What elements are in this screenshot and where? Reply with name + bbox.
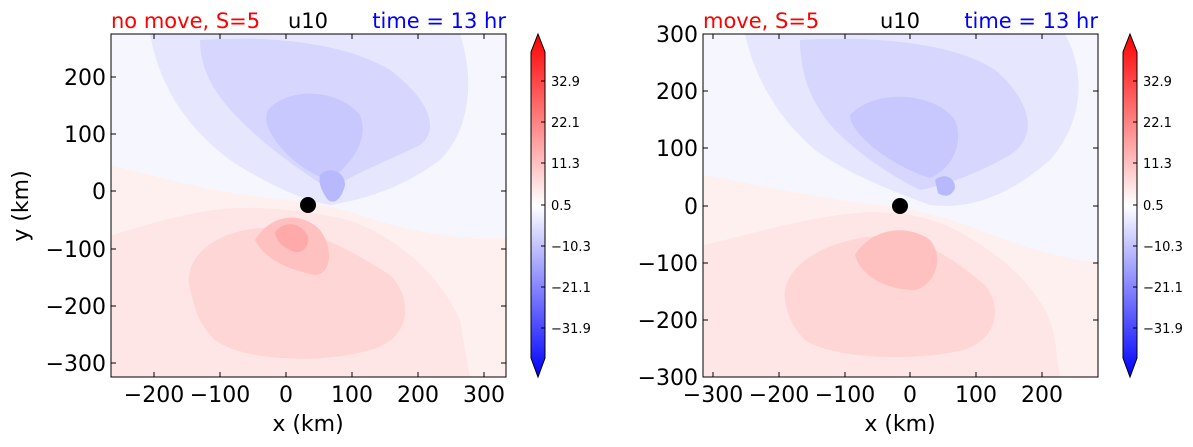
colorbar-tick-label: 11.3 (551, 157, 580, 172)
contour-field (703, 34, 1098, 377)
colorbar: 32.9 22.1 11.3 0.5 −10.3 −21.1 −31.9 (1122, 32, 1183, 379)
y-tick-labels: −300 −200 −100 0 100 200 (46, 66, 106, 377)
negative-region-peak (319, 170, 345, 202)
colorbar-tick-label: 22.1 (551, 116, 580, 131)
x-tick-label: −300 (683, 383, 743, 408)
colorbar-body (530, 32, 546, 379)
colorbar: 32.9 22.1 11.3 0.5 −10.3 −21.1 −31.9 (530, 32, 591, 379)
title-center: u10 (880, 9, 920, 33)
x-tick-label: −200 (749, 383, 809, 408)
y-tick-label: −300 (46, 352, 106, 377)
axes-frame (110, 33, 507, 378)
panel-move: move, S=5 u10 time = 13 hr −300 (638, 9, 1183, 437)
colorbar-tick-label: 0.5 (1143, 199, 1164, 214)
y-ticks (111, 76, 506, 364)
y-tick-label: 0 (684, 195, 698, 220)
negative-region-core (266, 93, 363, 180)
colorbar-tick-label: 32.9 (1143, 75, 1172, 90)
negative-region-peak (935, 176, 955, 196)
title-center: u10 (288, 9, 328, 33)
contour-field (111, 34, 506, 377)
title-left: no move, S=5 (111, 9, 260, 33)
x-tick-label: −100 (190, 383, 250, 408)
y-tick-label: 200 (64, 66, 106, 91)
colorbar-tick-label: 32.9 (551, 75, 580, 90)
colorbar-tick-label: −10.3 (551, 240, 591, 255)
title-right: time = 13 hr (372, 9, 506, 33)
x-tick-label: 100 (331, 383, 373, 408)
x-ticks (153, 34, 485, 377)
colorbar-tick-label: 22.1 (1143, 116, 1172, 131)
x-tick-label: 0 (279, 383, 293, 408)
x-tick-label: −100 (815, 383, 875, 408)
y-tick-labels: −300 −200 −100 0 100 200 300 (638, 23, 698, 391)
colorbar-tick-label: −10.3 (1143, 240, 1183, 255)
colorbar-tick-label: −21.1 (1143, 281, 1183, 296)
storm-center-marker (892, 198, 908, 214)
y-tick-label: 100 (64, 123, 106, 148)
title-right: time = 13 hr (964, 9, 1098, 33)
x-ticks (712, 34, 1043, 377)
colorbar-tick-label: −21.1 (551, 281, 591, 296)
colorbar-tick-label: −31.9 (551, 322, 591, 337)
x-tick-label: 100 (955, 383, 997, 408)
storm-center-marker (300, 197, 316, 213)
x-tick-label: 300 (463, 383, 505, 408)
y-tick-label: −300 (638, 366, 698, 391)
x-tick-labels: −300 −200 −100 0 100 200 (683, 383, 1063, 408)
x-axis-label: x (km) (272, 412, 343, 437)
x-tick-labels: −200 −100 0 100 200 300 (124, 383, 505, 408)
y-axis-label: y (km) (9, 170, 34, 241)
panel-no-move: no move, S=5 u10 time = 13 hr (9, 9, 591, 437)
colorbar-tick-label: 11.3 (1143, 157, 1172, 172)
positive-region-peak (855, 230, 938, 290)
positive-region-core (188, 227, 406, 359)
y-tick-label: −200 (638, 309, 698, 334)
y-tick-label: −100 (638, 252, 698, 277)
positive-region-inner (275, 224, 309, 253)
x-tick-label: 0 (903, 383, 917, 408)
colorbar-body (1122, 32, 1138, 379)
x-axis-label: x (km) (864, 412, 935, 437)
y-tick-label: 100 (656, 137, 698, 162)
y-ticks (703, 33, 1098, 378)
y-tick-label: 300 (656, 23, 698, 48)
y-tick-label: −200 (46, 295, 106, 320)
y-tick-label: 0 (92, 180, 106, 205)
negative-region-core (850, 96, 959, 178)
title-left: move, S=5 (703, 9, 819, 33)
x-tick-label: 200 (397, 383, 439, 408)
positive-region-core (784, 236, 995, 358)
y-tick-label: −100 (46, 238, 106, 263)
colorbar-tick-label: −31.9 (1143, 322, 1183, 337)
x-tick-label: −200 (124, 383, 184, 408)
y-tick-label: 200 (656, 80, 698, 105)
colorbar-tick-label: 0.5 (551, 199, 572, 214)
x-tick-label: 200 (1021, 383, 1063, 408)
